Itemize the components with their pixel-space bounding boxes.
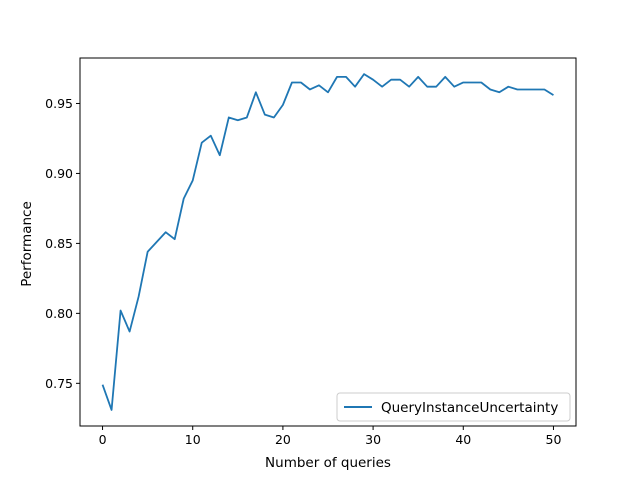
x-tick-label: 30 xyxy=(365,432,381,447)
x-tick-label: 40 xyxy=(455,432,471,447)
plot-frame xyxy=(79,57,577,427)
x-axis: 0 10 20 30 40 50 xyxy=(99,426,562,447)
y-axis-label: Performance xyxy=(19,201,35,287)
x-axis-label: Number of queries xyxy=(265,455,391,471)
x-tick-label: 10 xyxy=(185,432,201,447)
x-tick-label: 50 xyxy=(546,432,562,447)
legend-box xyxy=(336,392,571,422)
y-tick-label: 0.80 xyxy=(45,306,73,321)
y-tick-label: 0.85 xyxy=(45,236,73,251)
series-line xyxy=(101,73,554,411)
y-axis: 0.75 0.80 0.85 0.90 0.95 xyxy=(45,96,80,391)
y-tick-label: 0.75 xyxy=(45,376,73,391)
plot-area xyxy=(101,73,554,411)
x-tick-label: 20 xyxy=(275,432,291,447)
legend-label: QueryInstanceUncertainty xyxy=(381,400,558,416)
y-tick-label: 0.95 xyxy=(45,96,73,111)
legend: QueryInstanceUncertainty xyxy=(336,392,571,422)
x-tick-label: 0 xyxy=(99,432,107,447)
y-tick-label: 0.90 xyxy=(45,166,73,181)
